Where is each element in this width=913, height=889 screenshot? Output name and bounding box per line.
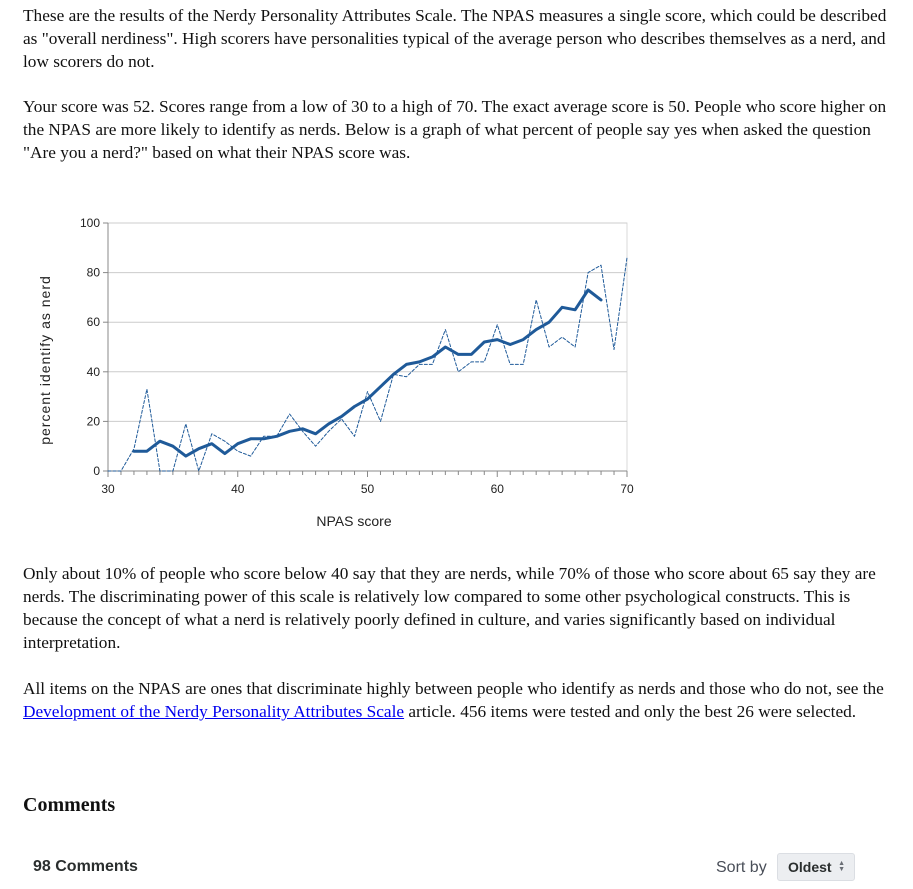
y-tick-label: 80 bbox=[87, 266, 101, 280]
sort-label: Sort by bbox=[716, 859, 767, 876]
y-tick-label: 40 bbox=[87, 365, 101, 379]
y-tick-label: 20 bbox=[87, 414, 101, 428]
x-tick-label: 70 bbox=[620, 482, 634, 496]
comment-count[interactable]: 98 Comments bbox=[33, 858, 138, 875]
items-text-before: All items on the NPAS are ones that disc… bbox=[23, 679, 884, 698]
items-paragraph: All items on the NPAS are ones that disc… bbox=[23, 677, 903, 723]
x-tick-label: 60 bbox=[491, 482, 505, 496]
chart-axes: 0 20 40 60 80 100 30 40 50 60 70 bbox=[80, 216, 634, 496]
npas-score-chart: 0 20 40 60 80 100 30 40 50 60 70 NPAS score percen… bbox=[37, 216, 634, 529]
y-tick-label: 100 bbox=[80, 216, 100, 230]
x-tick-label: 40 bbox=[231, 482, 245, 496]
comments-heading: Comments bbox=[23, 794, 116, 816]
sort-dropdown[interactable]: Oldest ▲ ▼ bbox=[777, 853, 855, 881]
score-paragraph: Your score was 52. Scores range from a l… bbox=[23, 97, 887, 162]
sort-updown-icon: ▲ ▼ bbox=[838, 860, 845, 873]
items-text-after: article. 456 items were tested and only … bbox=[404, 702, 857, 721]
smoothed-percent-line bbox=[132, 288, 603, 458]
y-tick-label: 0 bbox=[93, 464, 100, 478]
x-axis-title: NPAS score bbox=[316, 513, 391, 529]
development-article-link[interactable]: Development of the Nerdy Personality Att… bbox=[23, 702, 405, 721]
y-axis-title: percent identify as nerd bbox=[37, 275, 53, 445]
chart-series bbox=[107, 257, 628, 472]
y-tick-label: 60 bbox=[87, 315, 101, 329]
raw-percent-line bbox=[107, 257, 628, 472]
x-tick-label: 50 bbox=[361, 482, 375, 496]
x-tick-label: 30 bbox=[101, 482, 115, 496]
interpretation-paragraph: Only about 10% of people who score below… bbox=[23, 564, 876, 652]
sort-selected-value: Oldest bbox=[788, 859, 832, 875]
intro-paragraph: These are the results of the Nerdy Perso… bbox=[23, 6, 887, 71]
